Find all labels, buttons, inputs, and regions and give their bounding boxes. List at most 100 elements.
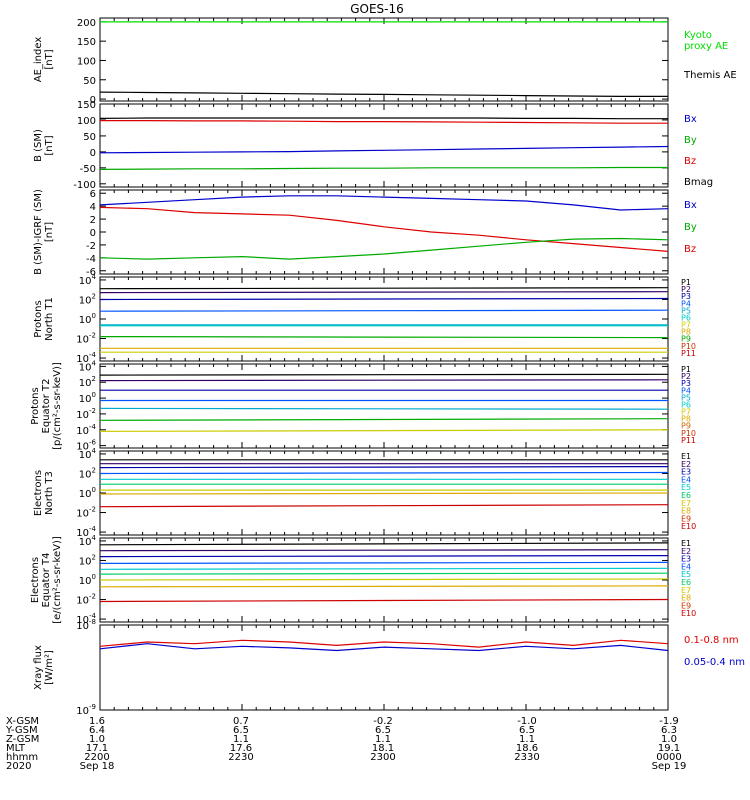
y-tick-label-base: 10: [76, 509, 89, 520]
ephemeris-row-label: 2020: [6, 761, 31, 772]
series-line-ee-e6: [99, 572, 669, 575]
legend-bigrf: Bz: [684, 244, 696, 255]
ephemeris-value: 0.7: [233, 716, 249, 727]
y-axis-label-ee: [e/(cm²-s-sr-keV)]: [52, 536, 63, 624]
y-tick-label-bsm: -50: [80, 164, 96, 175]
ephemeris-value: -1.0: [517, 716, 537, 727]
y-tick-label-base: 10: [76, 621, 89, 632]
legend-bigrf: By: [684, 222, 697, 233]
y-tick-label-xray: 10-9: [76, 703, 96, 717]
legend-pn: P4: [681, 299, 691, 308]
y-tick-label-base: 10: [79, 276, 92, 287]
legend-pn: P7: [681, 321, 691, 330]
series-line-pe-p6: [99, 418, 669, 421]
y-tick-label-en: 10-4: [76, 525, 96, 539]
ephemeris-value: 1.1: [233, 734, 249, 745]
y-tick-label-bigrf: -6: [86, 267, 96, 278]
y-axis-label-ae: AE_index: [33, 37, 44, 83]
y-tick-label-exponent: 2: [92, 375, 96, 383]
ephemeris-value: 1.1: [375, 734, 391, 745]
ephemeris-value: 1.1: [519, 734, 535, 745]
y-tick-label-base: 10: [79, 537, 92, 548]
y-axis-label-bigrf: [nT]: [44, 222, 55, 242]
legend-bsm: Bmag: [684, 177, 713, 188]
legend-en: E7: [681, 499, 691, 508]
legend-ee: E5: [681, 570, 691, 579]
legend-pn: P3: [681, 292, 691, 301]
ephemeris-value: -1.9: [659, 716, 679, 727]
ephemeris-value: 18.1: [372, 743, 394, 754]
legend-pe: P4: [681, 386, 691, 395]
y-tick-label-pn: 100: [79, 312, 96, 326]
legend-pn: P8: [681, 328, 691, 337]
y-tick-label-en: 102: [79, 466, 96, 480]
series-line-pn-p2: [99, 291, 669, 294]
legend-pe: P1: [681, 365, 691, 374]
legend-pe: P5: [681, 393, 691, 402]
ephemeris-value: 2330: [514, 752, 539, 763]
y-tick-label-exponent: 4: [92, 534, 97, 542]
ephemeris-value: 2200: [84, 752, 109, 763]
ephemeris-row-label: X-GSM: [6, 716, 39, 727]
series-line-bsm-bz: [100, 119, 668, 124]
y-tick-label-exponent: 0: [92, 486, 96, 494]
y-tick-label-ee: 10-4: [76, 612, 96, 626]
legend-en: E3: [681, 468, 691, 477]
y-tick-label-bsm: 0: [90, 148, 96, 159]
y-tick-label-base: 10: [76, 335, 89, 346]
y-tick-label-base: 10: [76, 426, 89, 437]
panel-frame-bsm: [99, 103, 669, 188]
legend-pe: P2: [681, 372, 691, 381]
y-tick-label-bigrf: 6: [90, 189, 96, 200]
ephemeris-value: Sep 19: [652, 761, 687, 772]
series-line-pe-p2: [99, 379, 669, 382]
ephemeris-row-label: MLT: [6, 743, 26, 754]
legend-en: E1: [681, 452, 691, 461]
legend-pe: P10: [681, 429, 696, 438]
y-tick-label-exponent: -2: [89, 593, 96, 601]
y-tick-label-pn: 10-4: [76, 351, 96, 365]
series-line-pe-p1: [99, 373, 669, 376]
ephemeris-value: 2300: [370, 752, 395, 763]
y-axis-label-bsm: [nT]: [44, 135, 55, 155]
y-tick-label-exponent: -8: [89, 618, 96, 626]
y-axis-label-xray: [W/m²]: [44, 650, 55, 685]
y-tick-label-base: 10: [79, 489, 92, 500]
legend-xray: 0.05-0.4 nm: [684, 657, 745, 668]
y-tick-label-exponent: 4: [92, 273, 97, 281]
y-tick-label-en: 10-2: [76, 506, 96, 520]
y-tick-label-base: 10: [76, 596, 89, 607]
y-tick-label-exponent: -4: [89, 423, 97, 431]
y-tick-label-pn: 10-2: [76, 332, 96, 346]
series-line-bigrf-bz: [99, 206, 669, 252]
y-tick-label-bsm: 50: [83, 132, 96, 143]
y-tick-label-pe: 100: [79, 391, 96, 405]
ephemeris-value: 1.6: [89, 716, 105, 727]
series-line-en-e4: [99, 471, 669, 475]
ephemeris-value: -0.2: [373, 716, 393, 727]
y-tick-label-pe: 10-6: [76, 439, 96, 453]
series-line-pe-p7: [99, 429, 669, 432]
y-tick-label-ee: 104: [79, 534, 97, 548]
series-line-ee-e1: [99, 542, 669, 546]
series-line-pn-p3: [99, 297, 669, 301]
y-tick-label-base: 10: [79, 469, 92, 480]
panel-frame-bigrf: [99, 189, 669, 275]
legend-ee: E7: [681, 586, 691, 595]
y-tick-label-exponent: -6: [89, 439, 97, 447]
y-tick-label-bsm: -100: [73, 180, 96, 191]
y-axis-label-pe: Equator T2: [41, 379, 52, 434]
legend-ee: E3: [681, 555, 691, 564]
legend-en: E5: [681, 483, 691, 492]
y-tick-label-base: 10: [79, 394, 92, 405]
legend-pe: P8: [681, 415, 691, 424]
ephemeris-value: 6.4: [89, 725, 105, 736]
y-tick-label-ee: 102: [79, 553, 96, 567]
legend-pn: P6: [681, 313, 691, 322]
series-line-ee-e3: [99, 554, 669, 558]
y-tick-label-exponent: 2: [92, 466, 96, 474]
ephemeris-value: 1.0: [89, 734, 105, 745]
y-tick-label-pn: 104: [79, 273, 97, 287]
y-tick-label-exponent: 0: [92, 573, 96, 581]
series-line-ee-e4: [99, 561, 669, 565]
